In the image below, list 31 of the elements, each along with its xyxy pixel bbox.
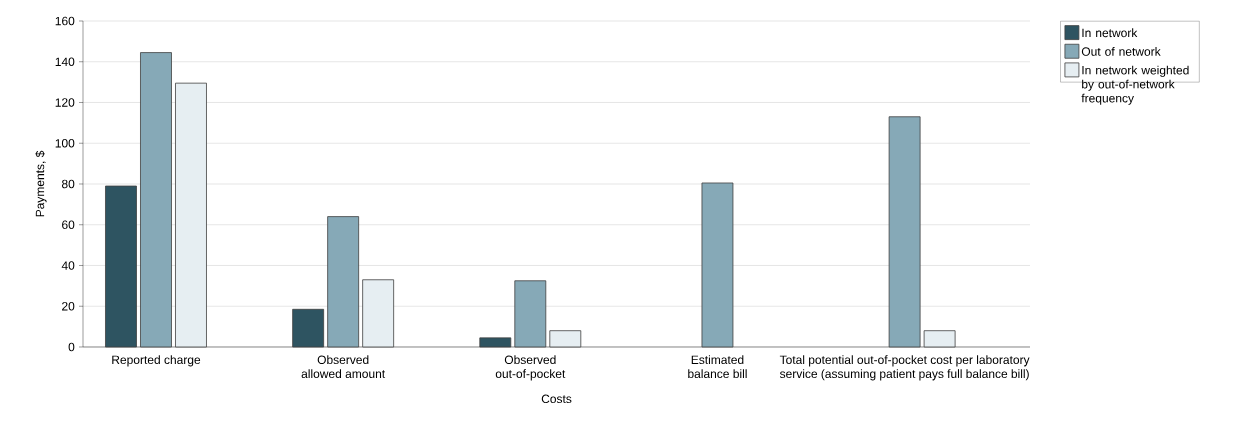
bar xyxy=(479,337,512,348)
bar xyxy=(362,279,395,348)
y-tick-label: 60 xyxy=(62,220,75,229)
y-tick-label: 140 xyxy=(55,57,75,66)
y-tick-label: 0 xyxy=(68,342,75,352)
x-axis-title: Costs xyxy=(541,394,572,404)
x-tick-label: Estimated balance bill xyxy=(688,355,747,378)
y-tick-label: 100 xyxy=(55,139,75,148)
bar xyxy=(175,82,207,348)
legend-label: Out of network xyxy=(1081,47,1161,56)
bar xyxy=(514,280,547,348)
bar xyxy=(105,185,137,348)
legend-label: In network xyxy=(1082,28,1138,38)
bar xyxy=(923,330,956,348)
y-tick-label: 120 xyxy=(55,98,75,107)
y-tick-label: 80 xyxy=(61,179,75,189)
y-tick-label: 160 xyxy=(55,16,75,26)
x-tick-label: Total potential out-of-pocket cost per laboratory service (assuming patient pays full balance bill) xyxy=(779,355,1030,381)
bar xyxy=(549,330,582,348)
bar xyxy=(701,182,734,348)
bar xyxy=(888,116,921,348)
bar xyxy=(327,216,360,348)
legend-label: In network weighted by out-of-network frequency xyxy=(1081,65,1189,105)
bar xyxy=(292,308,325,348)
x-tick-label: Reported charge xyxy=(112,355,201,367)
y-axis-title: Payments, $ xyxy=(35,150,47,217)
y-tick-label: 40 xyxy=(61,261,75,270)
x-tick-label: Observed out-of-pocket xyxy=(495,355,566,381)
x-tick-label: Observed allowed amount xyxy=(301,355,386,378)
y-tick-label: 20 xyxy=(62,302,75,311)
bar xyxy=(140,52,172,348)
